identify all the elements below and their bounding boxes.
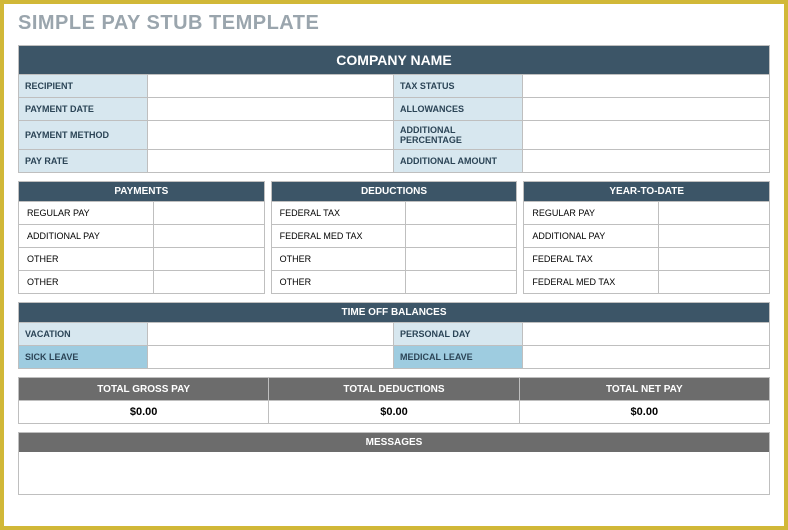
total-gross-pay-value: $0.00 xyxy=(19,401,269,423)
ytd-regular-pay-label: REGULAR PAY xyxy=(524,202,659,224)
totals-section: TOTAL GROSS PAY TOTAL DEDUCTIONS TOTAL N… xyxy=(18,377,770,424)
timeoff-section: TIME OFF BALANCES VACATION PERSONAL DAY … xyxy=(18,302,770,369)
total-gross-pay-header: TOTAL GROSS PAY xyxy=(19,378,269,400)
federal-tax-value[interactable] xyxy=(406,202,516,224)
personal-day-label: PERSONAL DAY xyxy=(394,323,523,345)
pay-rate-value[interactable] xyxy=(148,150,394,172)
pay-rate-label: PAY RATE xyxy=(19,150,148,172)
deductions-group: DEDUCTIONS FEDERAL TAX FEDERAL MED TAX O… xyxy=(271,181,518,294)
payment-method-value[interactable] xyxy=(148,121,394,149)
messages-header: MESSAGES xyxy=(19,433,769,452)
messages-section: MESSAGES xyxy=(18,432,770,495)
additional-percentage-label: ADDITIONAL PERCENTAGE xyxy=(394,121,523,149)
recipient-value[interactable] xyxy=(148,75,394,97)
sick-leave-value[interactable] xyxy=(148,346,394,368)
regular-pay-label: REGULAR PAY xyxy=(19,202,154,224)
federal-med-tax-value[interactable] xyxy=(406,225,516,247)
payments-group: PAYMENTS REGULAR PAY ADDITIONAL PAY OTHE… xyxy=(18,181,265,294)
deductions-other2-label: OTHER xyxy=(272,271,407,293)
additional-pay-value[interactable] xyxy=(154,225,264,247)
additional-amount-value[interactable] xyxy=(523,150,769,172)
ytd-header: YEAR-TO-DATE xyxy=(524,182,769,202)
ytd-federal-tax-value[interactable] xyxy=(659,248,769,270)
payments-other2-value[interactable] xyxy=(154,271,264,293)
ytd-federal-med-tax-value[interactable] xyxy=(659,271,769,293)
total-deductions-value: $0.00 xyxy=(269,401,519,423)
federal-tax-label: FEDERAL TAX xyxy=(272,202,407,224)
timeoff-header: TIME OFF BALANCES xyxy=(19,303,769,323)
additional-pay-label: ADDITIONAL PAY xyxy=(19,225,154,247)
payment-method-label: PAYMENT METHOD xyxy=(19,121,148,149)
company-info-section: COMPANY NAME RECIPIENT TAX STATUS PAYMEN… xyxy=(18,45,770,173)
company-name-header: COMPANY NAME xyxy=(19,46,769,75)
tax-status-value[interactable] xyxy=(523,75,769,97)
sick-leave-label: SICK LEAVE xyxy=(19,346,148,368)
template-title: SIMPLE PAY STUB TEMPLATE xyxy=(18,12,770,35)
medical-leave-label: MEDICAL LEAVE xyxy=(394,346,523,368)
vacation-value[interactable] xyxy=(148,323,394,345)
deductions-other1-value[interactable] xyxy=(406,248,516,270)
ytd-regular-pay-value[interactable] xyxy=(659,202,769,224)
federal-med-tax-label: FEDERAL MED TAX xyxy=(272,225,407,247)
ytd-additional-pay-value[interactable] xyxy=(659,225,769,247)
payments-header: PAYMENTS xyxy=(19,182,264,202)
vacation-label: VACATION xyxy=(19,323,148,345)
payment-date-label: PAYMENT DATE xyxy=(19,98,148,120)
payments-other2-label: OTHER xyxy=(19,271,154,293)
additional-percentage-value[interactable] xyxy=(523,121,769,149)
personal-day-value[interactable] xyxy=(523,323,769,345)
ytd-federal-tax-label: FEDERAL TAX xyxy=(524,248,659,270)
allowances-value[interactable] xyxy=(523,98,769,120)
total-net-pay-value: $0.00 xyxy=(520,401,769,423)
messages-body[interactable] xyxy=(19,452,769,494)
payments-other1-label: OTHER xyxy=(19,248,154,270)
payments-other1-value[interactable] xyxy=(154,248,264,270)
recipient-label: RECIPIENT xyxy=(19,75,148,97)
regular-pay-value[interactable] xyxy=(154,202,264,224)
additional-amount-label: ADDITIONAL AMOUNT xyxy=(394,150,523,172)
allowances-label: ALLOWANCES xyxy=(394,98,523,120)
ytd-group: YEAR-TO-DATE REGULAR PAY ADDITIONAL PAY … xyxy=(523,181,770,294)
total-net-pay-header: TOTAL NET PAY xyxy=(520,378,769,400)
total-deductions-header: TOTAL DEDUCTIONS xyxy=(269,378,519,400)
payment-date-value[interactable] xyxy=(148,98,394,120)
medical-leave-value[interactable] xyxy=(523,346,769,368)
ytd-additional-pay-label: ADDITIONAL PAY xyxy=(524,225,659,247)
ytd-federal-med-tax-label: FEDERAL MED TAX xyxy=(524,271,659,293)
deductions-other1-label: OTHER xyxy=(272,248,407,270)
tax-status-label: TAX STATUS xyxy=(394,75,523,97)
deductions-other2-value[interactable] xyxy=(406,271,516,293)
breakdown-section: PAYMENTS REGULAR PAY ADDITIONAL PAY OTHE… xyxy=(18,181,770,294)
deductions-header: DEDUCTIONS xyxy=(272,182,517,202)
